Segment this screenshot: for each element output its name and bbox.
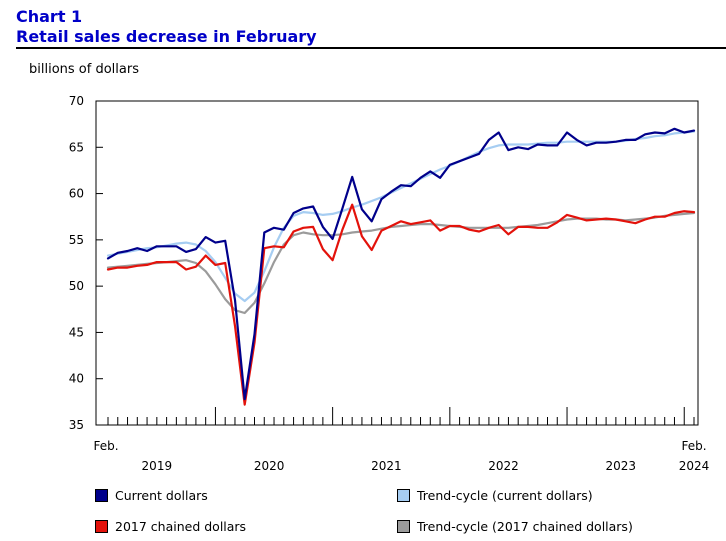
x-start-label: Feb. <box>93 439 118 453</box>
y-tick-label: 45 <box>69 325 84 339</box>
x-year-label: 2021 <box>371 459 402 473</box>
legend-swatch <box>397 489 410 502</box>
x-year-label: 2024 <box>679 459 710 473</box>
y-tick-label: 70 <box>69 94 84 108</box>
x-year-label: 2023 <box>605 459 636 473</box>
series-line-trend-cycle-current-dollars <box>106 130 696 303</box>
legend-label: Trend-cycle (2017 chained dollars) <box>417 519 633 534</box>
x-year-label: 2020 <box>254 459 285 473</box>
legend-item: 2017 chained dollars <box>95 519 246 534</box>
y-tick-label: 65 <box>69 140 84 154</box>
legend-label: Trend-cycle (current dollars) <box>417 488 593 503</box>
y-tick-label: 50 <box>69 279 84 293</box>
y-tick-label: 55 <box>69 233 84 247</box>
legend-label: Current dollars <box>115 488 208 503</box>
y-axis-label: billions of dollars <box>29 62 139 77</box>
y-tick-label: 35 <box>69 418 84 432</box>
legend-item: Trend-cycle (2017 chained dollars) <box>397 519 633 534</box>
chart-subtitle: Retail sales decrease in February <box>16 27 317 46</box>
legend-item: Current dollars <box>95 488 208 503</box>
chart-axes: 35 40 45 50 55 60 65 70 2019 2020 2021 2022 2023 2024… <box>69 94 710 473</box>
plot-frame <box>95 100 699 426</box>
legend-item: Trend-cycle (current dollars) <box>397 488 593 503</box>
series-line-2017-chained-dollars <box>106 203 696 406</box>
legend-label: 2017 chained dollars <box>115 519 247 534</box>
chart-header: Chart 1 Retail sales decrease in Februar… <box>16 7 317 47</box>
y-tick-label: 60 <box>69 187 84 201</box>
y-tick-label: 40 <box>69 372 84 386</box>
title-divider <box>16 47 726 49</box>
chart-title: Chart 1 <box>16 7 83 26</box>
x-year-label: 2019 <box>142 459 173 473</box>
legend-swatch <box>95 489 108 502</box>
series-line-current-dollars <box>106 127 696 401</box>
x-end-label: Feb. <box>681 439 706 453</box>
legend-swatch <box>397 520 410 533</box>
x-year-label: 2022 <box>488 459 519 473</box>
series-line-trend-cycle-2017-chained-dollars <box>106 211 696 315</box>
chart-series <box>106 127 696 406</box>
legend-swatch <box>95 520 108 533</box>
